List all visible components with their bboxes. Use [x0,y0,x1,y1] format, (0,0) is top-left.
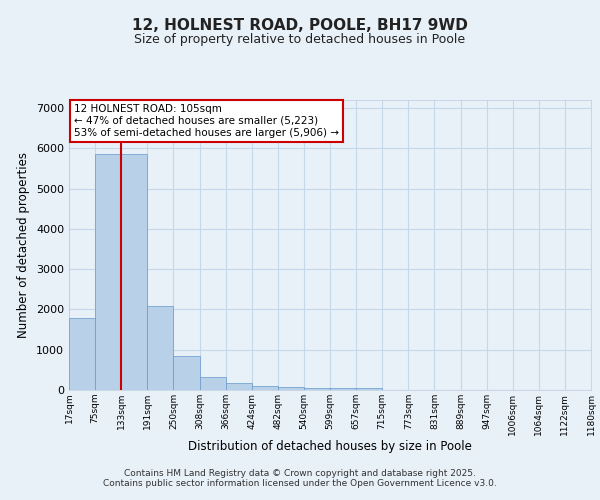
Bar [304,388,330,390]
Bar [69,318,95,390]
Bar [199,376,226,390]
Text: 12 HOLNEST ROAD: 105sqm
← 47% of detached houses are smaller (5,223)
53% of semi: 12 HOLNEST ROAD: 105sqm ← 47% of detache… [74,104,339,138]
Bar [226,382,252,390]
Bar [252,386,278,390]
Text: Contains public sector information licensed under the Open Government Licence v3: Contains public sector information licen… [103,478,497,488]
Bar [173,356,199,390]
Bar [95,154,121,390]
Text: Size of property relative to detached houses in Poole: Size of property relative to detached ho… [134,32,466,46]
Bar [121,154,148,390]
X-axis label: Distribution of detached houses by size in Poole: Distribution of detached houses by size … [188,440,472,454]
Bar [278,387,304,390]
Bar [356,388,382,390]
Bar [330,388,356,390]
Text: Contains HM Land Registry data © Crown copyright and database right 2025.: Contains HM Land Registry data © Crown c… [124,468,476,477]
Text: 12, HOLNEST ROAD, POOLE, BH17 9WD: 12, HOLNEST ROAD, POOLE, BH17 9WD [132,18,468,32]
Bar [148,306,173,390]
Y-axis label: Number of detached properties: Number of detached properties [17,152,31,338]
